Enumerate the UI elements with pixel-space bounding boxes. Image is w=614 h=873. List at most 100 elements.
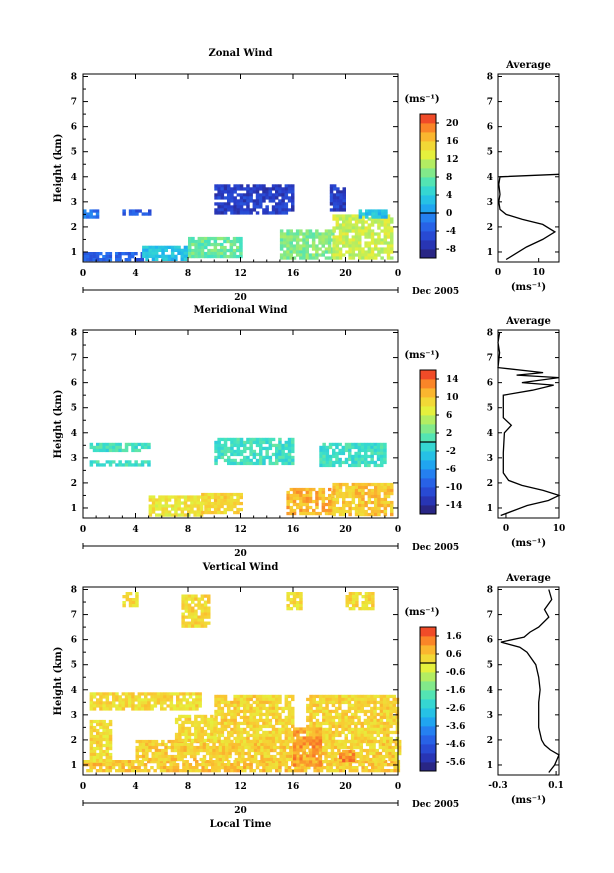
heatmap-cell: [358, 491, 362, 496]
heatmap-cell: [265, 766, 269, 770]
heatmap-cell: [158, 254, 162, 258]
heatmap-cell: [249, 193, 253, 197]
heatmap-cell: [377, 482, 381, 487]
heatmap-cell: [252, 721, 257, 726]
heatmap-cell: [358, 488, 362, 493]
heatmap-cell: [121, 463, 126, 467]
heatmap-cell: [166, 766, 170, 770]
heatmap-cell: [353, 745, 357, 750]
heatmap-cell: [225, 757, 229, 762]
heatmap-cell: [246, 211, 250, 215]
heatmap-cell: [374, 760, 378, 764]
heatmap-cell: [269, 757, 274, 762]
heatmap-cell: [358, 229, 362, 233]
heatmap-cell: [236, 763, 241, 767]
heatmap-cell: [115, 698, 119, 702]
heatmap-cell: [210, 248, 214, 253]
heatmap-cell: [318, 721, 323, 726]
heatmap-cell: [145, 245, 149, 249]
heatmap-cell: [105, 445, 110, 450]
heatmap-cell: [325, 454, 330, 459]
heatmap-cell: [318, 706, 323, 711]
heatmap-cell: [230, 443, 234, 448]
heatmap-cell: [112, 442, 116, 447]
heatmap-cell: [386, 739, 390, 744]
heatmap-cell: [379, 715, 384, 720]
heatmap-cell: [383, 454, 387, 459]
heatmap-cell: [239, 242, 243, 247]
heatmap-cell: [286, 247, 290, 251]
heatmap-cell: [329, 763, 333, 767]
heatmap-cell: [299, 232, 303, 236]
heatmap-cell: [99, 707, 103, 711]
heatmap-cell: [233, 184, 237, 188]
heatmap-cell: [383, 497, 388, 502]
heatmap-cell: [360, 736, 364, 741]
heatmap-cell: [265, 193, 269, 197]
heatmap-cell: [322, 712, 326, 717]
heatmap-cell: [112, 448, 116, 453]
heatmap-cell: [357, 706, 361, 711]
heatmap-cell: [102, 749, 106, 754]
heatmap-cell: [379, 739, 384, 744]
heatmap-cell: [338, 491, 343, 496]
heatmap-cell: [312, 745, 316, 749]
heatmap-cell: [230, 715, 234, 720]
colorbar-segment: [420, 204, 436, 214]
heatmap-cell: [305, 493, 310, 498]
heatmap-cell: [335, 250, 340, 254]
heatmap-cell: [390, 232, 394, 236]
heatmap-cell: [236, 733, 241, 738]
heatmap-cell: [358, 238, 362, 242]
heatmap-cell: [184, 609, 189, 613]
heatmap-cell: [118, 258, 122, 262]
heatmap-cell: [335, 256, 340, 260]
heatmap-cell: [351, 604, 356, 608]
colorbar-frame: [419, 113, 437, 259]
heatmap-cell: [383, 217, 388, 221]
heatmap-cell: [195, 692, 199, 696]
heatmap-cell: [218, 748, 223, 753]
heatmap-cell: [255, 437, 260, 442]
heatmap-cell: [220, 245, 224, 250]
heatmap-cell: [283, 250, 287, 254]
heatmap-cell: [265, 437, 269, 442]
heatmap-cell: [361, 250, 365, 254]
heatmap-cell: [249, 769, 253, 773]
heatmap-cell: [202, 742, 207, 747]
heatmap-cell: [354, 491, 359, 496]
heatmap-cell: [291, 763, 295, 767]
heatmap-cell: [315, 511, 319, 516]
heatmap-cell: [379, 721, 384, 726]
heatmap-cell: [312, 715, 316, 720]
heatmap-cell: [175, 769, 180, 773]
heatmap-cell: [386, 253, 391, 257]
heatmap-cell: [128, 704, 132, 708]
heatmap-cell: [268, 187, 273, 191]
heatmap-cell: [275, 184, 279, 188]
y-tick-label: 3: [71, 711, 77, 721]
heatmap-cell: [197, 615, 201, 619]
heatmap-cell: [233, 694, 237, 699]
heatmap-cell: [112, 704, 116, 708]
heatmap-cell: [252, 769, 257, 773]
heatmap-cell: [397, 751, 402, 756]
heatmap-cell: [362, 748, 367, 753]
heatmap-cell: [105, 743, 110, 748]
heatmap-cell: [127, 258, 132, 262]
heatmap-cell: [348, 601, 353, 605]
heatmap-cell: [369, 751, 373, 756]
heatmap-cell: [161, 507, 165, 511]
heatmap-cell: [236, 443, 241, 448]
heatmap-cell: [395, 718, 400, 723]
colorbar-segment: [420, 168, 436, 178]
heatmap-cell: [236, 724, 241, 729]
heatmap-cell: [318, 757, 323, 761]
heatmap-cell: [284, 461, 289, 466]
heatmap-cell: [229, 492, 234, 497]
heatmap-cell: [302, 253, 306, 257]
heatmap-cell: [392, 709, 396, 714]
heatmap-cell: [217, 446, 221, 451]
heatmap-cell: [296, 757, 300, 761]
heatmap-cell: [289, 511, 294, 516]
